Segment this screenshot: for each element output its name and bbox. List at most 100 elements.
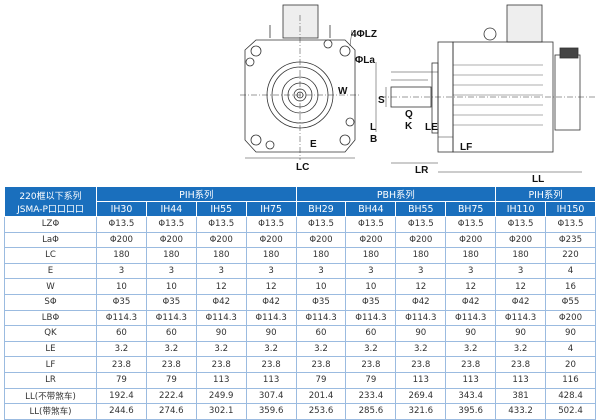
cell-value: Φ200 [495,231,547,249]
label-lz: 4ΦLZ [351,29,377,40]
cell-value: 113 [395,371,447,389]
cell-value: 180 [495,247,547,264]
cell-value: Φ200 [195,231,247,249]
cell-value: 3.2 [96,340,147,358]
cell-value: Φ42 [195,293,247,311]
label-w: W [338,86,348,97]
cell-value: 113 [245,371,297,389]
label-s: S [378,95,385,106]
corner-line: JSMA-P口口口口 [17,204,84,215]
cell-value: 90 [395,325,447,342]
cell-value: 12 [395,278,447,295]
label-lf: LF [460,142,472,153]
table-row: LaΦ Φ200 Φ200 Φ200 Φ200 Φ200 Φ200 Φ200 Φ200 Φ200 Φ… [4,231,596,249]
cell-value: 180 [245,247,297,264]
cell-value: 3.2 [195,340,247,358]
cell-value: 343.4 [445,387,497,405]
model-header: BH44 [345,201,397,217]
cell-value: Φ200 [295,231,347,249]
cell-value: 90 [545,325,596,342]
table-row: QK 60 60 90 90 60 60 90 90 90 90 [4,325,596,342]
cell-value: 23.8 [145,356,197,373]
cell-value: 359.6 [245,403,297,420]
cell-value: Φ114.3 [395,309,447,327]
cell-value: 23.8 [445,356,497,373]
cell-value: 113 [445,371,497,389]
cell-value: 285.6 [345,403,397,420]
cell-value: 10 [345,278,397,295]
model-header: BH29 [295,201,347,217]
cell-value: 23.8 [345,356,397,373]
table-row: W 10 10 12 12 10 10 12 12 12 16 [4,278,596,295]
cell-value: 16 [545,278,596,295]
row-label: LR [4,371,97,389]
label-l: L [370,122,376,133]
cell-value: Φ42 [495,293,547,311]
cell-value: 3 [245,262,297,280]
series-group-header: PIH系列 [96,186,297,202]
model-header: IH75 [245,201,297,217]
header-model-row: IH30 IH44 IH55 IH75 BH29 BH44 BH55 BH75 IH110 IH1… [5,201,596,217]
cell-value: Φ13.5 [195,216,247,233]
cell-value: 192.4 [96,387,147,405]
header-group-row: 220框以下系列 JSMA-P口口口口 PIH系列 PBH系列 PIH系列 [4,186,596,217]
motor-dimension-drawing: 4ΦLZ ΦLa W E LC S Q L K B LE LF LR LL [240,4,595,185]
cell-value: Φ114.3 [495,309,547,327]
cell-value: 253.6 [295,403,347,420]
cell-value: Φ114.3 [195,309,247,327]
row-label: LF [4,356,97,373]
row-label: LL(带煞车) [4,403,97,420]
cell-value: 12 [195,278,247,295]
cell-value: 23.8 [295,356,347,373]
cell-value: 4 [545,262,596,280]
cell-value: 180 [145,247,197,264]
cell-value: Φ200 [245,231,297,249]
label-k: K [405,121,413,132]
cell-value: 222.4 [145,387,197,405]
table-row: LBΦ Φ114.3 Φ114.3 Φ114.3 Φ114.3 Φ114.3 Φ114.3 Φ… [4,309,596,327]
cell-value: Φ114.3 [445,309,497,327]
cell-value: 180 [195,247,247,264]
cell-value: 4 [545,340,596,358]
cell-value: Φ235 [545,231,596,249]
cell-value: Φ42 [445,293,497,311]
cell-value: Φ200 [96,231,147,249]
cell-value: 20 [545,356,596,373]
cell-value: 3.2 [295,340,347,358]
label-le: LE [425,122,438,133]
cell-value: 3 [96,262,147,280]
cell-value: 113 [195,371,247,389]
cell-value: 3.2 [495,340,547,358]
label-e: E [310,139,317,150]
cell-value: 113 [495,371,547,389]
row-label: W [4,278,97,295]
cell-value: 3 [345,262,397,280]
cell-value: Φ13.5 [96,216,147,233]
cell-value: 201.4 [295,387,347,405]
row-label: LC [4,247,97,264]
cell-value: 60 [145,325,197,342]
cell-value: Φ42 [245,293,297,311]
table-row: LR 79 79 113 113 79 79 113 113 113 116 [4,371,596,389]
cell-value: Φ200 [445,231,497,249]
table-row: LZΦ Φ13.5 Φ13.5 Φ13.5 Φ13.5 Φ13.5 Φ13.5 Φ13.5 Φ1… [4,216,596,233]
cell-value: 3 [495,262,547,280]
cell-value: Φ13.5 [345,216,397,233]
model-header: IH44 [145,201,197,217]
label-la: ΦLa [355,55,375,66]
model-header: IH150 [545,201,596,217]
cell-value: 180 [295,247,347,264]
label-ll: LL [532,174,544,185]
cell-value: 3.2 [245,340,297,358]
cell-value: 60 [345,325,397,342]
cell-value: 79 [295,371,347,389]
cell-value: 180 [96,247,147,264]
model-header: BH75 [445,201,497,217]
cell-value: Φ114.3 [145,309,197,327]
cell-value: Φ200 [395,231,447,249]
cell-value: Φ13.5 [545,216,596,233]
cell-value: 90 [495,325,547,342]
cell-value: 381 [495,387,547,405]
cell-value: Φ13.5 [145,216,197,233]
